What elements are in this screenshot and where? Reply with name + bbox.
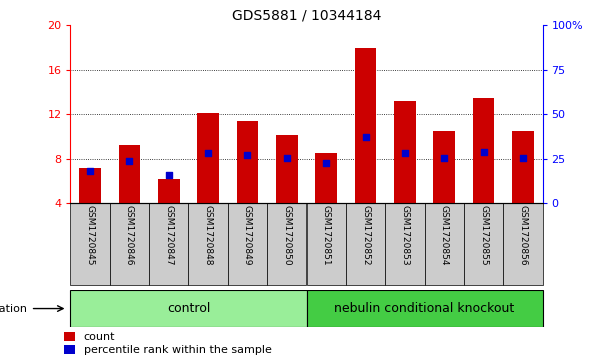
Bar [79, 168, 101, 203]
Point [204, 150, 213, 156]
Bar [70, 290, 306, 327]
Text: GSM1720851: GSM1720851 [322, 205, 330, 266]
Text: GSM1720849: GSM1720849 [243, 205, 252, 265]
Text: GSM1720856: GSM1720856 [519, 205, 527, 266]
Bar [315, 153, 337, 203]
Bar [197, 113, 219, 203]
Bar [394, 101, 416, 203]
Bar [512, 131, 534, 203]
Point [518, 155, 528, 160]
Bar [149, 203, 189, 285]
Bar [276, 135, 298, 203]
Bar [503, 203, 543, 285]
Bar [424, 203, 464, 285]
Point [164, 172, 173, 178]
Point [85, 168, 95, 174]
Bar [433, 131, 455, 203]
Point [243, 152, 253, 158]
Text: control: control [167, 302, 210, 315]
Point [360, 134, 370, 139]
Bar [385, 203, 424, 285]
Bar [267, 203, 306, 285]
Text: GSM1720852: GSM1720852 [361, 205, 370, 265]
Text: GSM1720846: GSM1720846 [125, 205, 134, 265]
Text: GSM1720848: GSM1720848 [204, 205, 213, 265]
Bar [473, 98, 494, 203]
Bar [306, 203, 346, 285]
Bar [70, 203, 110, 285]
Bar [189, 203, 228, 285]
Bar [464, 203, 503, 285]
Text: GSM1720854: GSM1720854 [440, 205, 449, 265]
Bar [228, 203, 267, 285]
Point [479, 149, 489, 155]
Bar [237, 121, 258, 203]
Text: GSM1720847: GSM1720847 [164, 205, 173, 265]
Point [282, 155, 292, 160]
Text: nebulin conditional knockout: nebulin conditional knockout [334, 302, 515, 315]
Bar [119, 146, 140, 203]
Text: GSM1720845: GSM1720845 [86, 205, 94, 265]
Point [400, 150, 409, 156]
Legend: count, percentile rank within the sample: count, percentile rank within the sample [64, 332, 272, 355]
Bar [306, 290, 543, 327]
Text: GSM1720855: GSM1720855 [479, 205, 488, 266]
Point [440, 155, 449, 160]
Text: GSM1720853: GSM1720853 [400, 205, 409, 266]
Bar [110, 203, 149, 285]
Point [124, 158, 134, 164]
Bar [158, 179, 180, 203]
Title: GDS5881 / 10344184: GDS5881 / 10344184 [232, 9, 381, 23]
Text: genotype/variation: genotype/variation [0, 303, 28, 314]
Bar [355, 48, 376, 203]
Text: GSM1720850: GSM1720850 [283, 205, 291, 266]
Bar [346, 203, 385, 285]
Point [321, 160, 331, 166]
